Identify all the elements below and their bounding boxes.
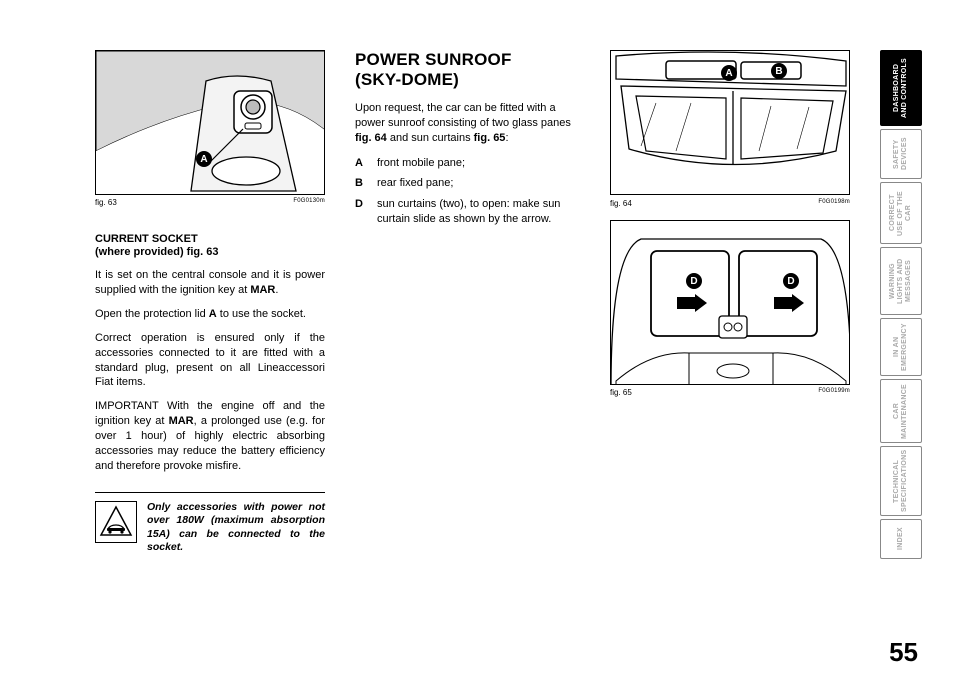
section-tab[interactable]: INDEX xyxy=(880,519,922,559)
figure-65-meta: fig. 65 F0G0199m xyxy=(610,388,850,397)
arrow-icon xyxy=(677,294,707,312)
heading-line2: (where provided) fig. 63 xyxy=(95,246,218,258)
figure-63-id: F0G0130m xyxy=(293,198,325,207)
callout-a: A xyxy=(196,151,212,167)
title-line1: POWER SUNROOF xyxy=(355,50,512,69)
def-key: B xyxy=(355,176,369,191)
title-line2: (SKY-DOME) xyxy=(355,70,459,89)
heading-line1: CURRENT SOCKET xyxy=(95,233,198,245)
warning-box: Only accessories with power not over 180… xyxy=(95,492,325,556)
arrow-icon xyxy=(774,294,804,312)
section-tab[interactable]: TECHNICAL SPECIFICATIONS xyxy=(880,446,922,516)
section-title: POWER SUNROOF (SKY-DOME) xyxy=(355,50,580,89)
figure-65-label: fig. 65 xyxy=(610,388,632,397)
figure-63: A xyxy=(95,50,325,195)
definition-list: A front mobile pane; B rear fixed pane; … xyxy=(355,156,580,227)
figure-64-id: F0G0198m xyxy=(818,199,850,208)
def-val: front mobile pane; xyxy=(377,156,465,171)
section-tab[interactable]: WARNING LIGHTS AND MESSAGES xyxy=(880,247,922,315)
figure-64-meta: fig. 64 F0G0198m xyxy=(610,199,850,208)
section-tab[interactable]: IN AN EMERGENCY xyxy=(880,318,922,376)
figure-65-id: F0G0199m xyxy=(818,388,850,397)
column-left: A fig. 63 F0G0130m CURRENT SOCKET (where… xyxy=(95,50,325,555)
def-key: A xyxy=(355,156,369,171)
figure-64: A B xyxy=(610,50,850,195)
para-4: IMPORTANT With the engine off and the ig… xyxy=(95,399,325,473)
warning-car-icon xyxy=(95,501,137,543)
callout-b: B xyxy=(771,63,787,79)
para-2: Open the protection lid A to use the soc… xyxy=(95,307,325,322)
section-tab[interactable]: CORRECT USE OF THE CAR xyxy=(880,182,922,244)
para-3: Correct operation is ensured only if the… xyxy=(95,331,325,390)
callout-a: A xyxy=(721,65,737,81)
def-row: D sun curtains (two), to open: make sun … xyxy=(355,197,580,227)
column-middle: POWER SUNROOF (SKY-DOME) Upon request, t… xyxy=(355,50,580,555)
def-val: sun curtains (two), to open: make sun cu… xyxy=(377,197,580,227)
def-row: A front mobile pane; xyxy=(355,156,580,171)
figure-65: D D xyxy=(610,220,850,385)
def-key: D xyxy=(355,197,369,227)
current-socket-heading: CURRENT SOCKET (where provided) fig. 63 xyxy=(95,233,325,259)
page-number: 55 xyxy=(889,637,918,668)
callout-d: D xyxy=(686,273,702,289)
section-tabs: DASHBOARD AND CONTROLSSAFETY DEVICESCORR… xyxy=(880,50,922,562)
manual-page: A fig. 63 F0G0130m CURRENT SOCKET (where… xyxy=(95,50,835,555)
def-row: B rear fixed pane; xyxy=(355,176,580,191)
warning-text: Only accessories with power not over 180… xyxy=(147,501,325,556)
callout-d: D xyxy=(783,273,799,289)
column-right: A B fig. 64 F0G0198m xyxy=(610,50,850,555)
para-1: It is set on the central console and it … xyxy=(95,268,325,298)
section-tab[interactable]: DASHBOARD AND CONTROLS xyxy=(880,50,922,126)
section-tab[interactable]: SAFETY DEVICES xyxy=(880,129,922,179)
intro-paragraph: Upon request, the car can be fitted with… xyxy=(355,101,580,146)
figure-64-label: fig. 64 xyxy=(610,199,632,208)
figure-63-label: fig. 63 xyxy=(95,198,117,207)
figure-63-meta: fig. 63 F0G0130m xyxy=(95,198,325,207)
section-tab[interactable]: CAR MAINTENANCE xyxy=(880,379,922,443)
def-val: rear fixed pane; xyxy=(377,176,453,191)
